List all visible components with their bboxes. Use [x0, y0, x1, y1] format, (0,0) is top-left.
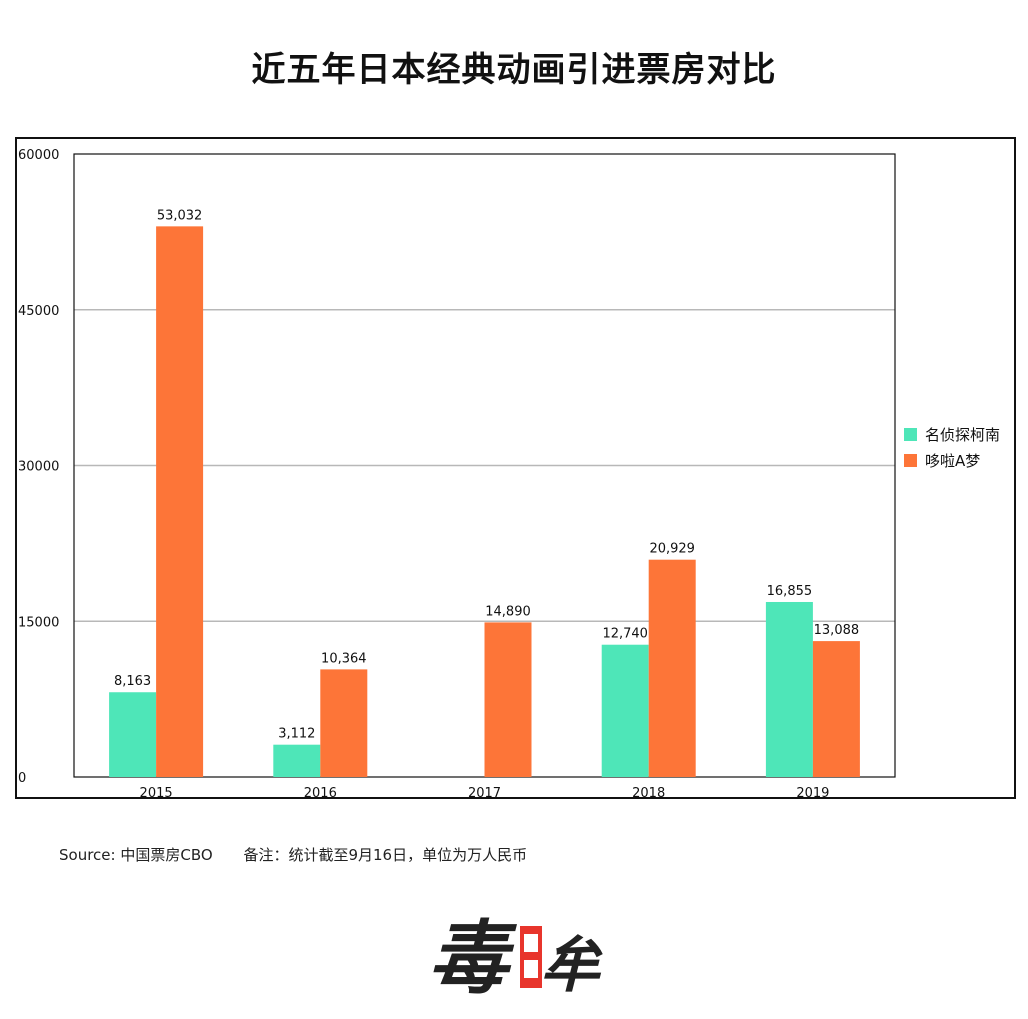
data-label: 20,929 [649, 542, 695, 557]
y-tick-label: 60000 [18, 148, 59, 163]
data-label: 53,032 [157, 208, 203, 223]
x-tick-label: 2016 [304, 786, 337, 801]
logo-char-2: 牟 [520, 926, 603, 996]
y-tick-label: 0 [18, 771, 26, 786]
data-label: 13,088 [814, 623, 860, 638]
data-label: 12,740 [602, 627, 648, 642]
data-label: 8,163 [114, 674, 151, 689]
bar [812, 641, 860, 777]
data-label: 3,112 [278, 727, 315, 742]
data-label: 16,855 [767, 584, 813, 599]
y-axis-ticks: 0 15000 30000 45000 60000 [18, 148, 59, 786]
bar [648, 559, 696, 777]
legend-swatch [904, 428, 917, 441]
data-label: 14,890 [485, 604, 531, 619]
y-tick-label: 45000 [18, 304, 59, 319]
x-tick-label: 2017 [468, 786, 501, 801]
bars [109, 226, 860, 777]
bar [156, 226, 204, 777]
bar [273, 744, 321, 777]
x-axis-ticks: 2015 2016 2017 2018 2019 [140, 786, 830, 801]
note-text: 备注：统计截至9月16日，单位为万人民币 [243, 846, 528, 864]
y-tick-label: 15000 [18, 615, 59, 630]
data-label: 10,364 [321, 651, 367, 666]
data-labels: 8,163 53,032 3,112 10,364 14,890 12,740 20,929… [114, 208, 859, 741]
bar [484, 622, 532, 777]
legend-label: 哆啦A梦 [925, 452, 980, 470]
chart-title: 近五年日本经典动画引进票房对比 [251, 50, 777, 90]
x-tick-label: 2015 [140, 786, 173, 801]
gridlines [74, 309, 895, 622]
legend-swatch [904, 454, 917, 467]
brand-logo: 毒 牟 [428, 914, 603, 996]
chart-frame [15, 137, 1016, 799]
y-tick-label: 30000 [18, 460, 59, 475]
bar [601, 644, 649, 777]
bar [765, 601, 813, 777]
source-text: Source: 中国票房CBO [59, 846, 213, 864]
legend-label: 名侦探柯南 [925, 426, 1000, 444]
footer-source: Source: 中国票房CBO 备注：统计截至9月16日，单位为万人民币 [59, 844, 527, 865]
bar [109, 692, 157, 777]
svg-text:牟: 牟 [540, 931, 603, 996]
x-tick-label: 2019 [796, 786, 829, 801]
x-tick-label: 2018 [632, 786, 665, 801]
bar [320, 669, 368, 777]
logo-char-1: 毒 [428, 914, 517, 996]
